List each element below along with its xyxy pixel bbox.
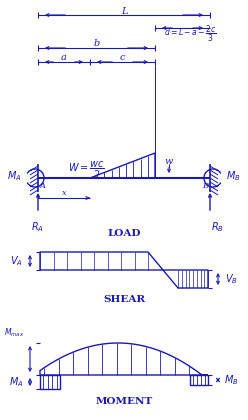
Text: $M_{max}$: $M_{max}$ — [4, 326, 24, 339]
Text: $M_A$: $M_A$ — [7, 169, 22, 183]
Text: $M_A$: $M_A$ — [9, 375, 24, 389]
Text: $R_B$: $R_B$ — [211, 220, 224, 234]
Text: SHEAR: SHEAR — [103, 296, 145, 304]
Text: $d = L - a - \dfrac{2c}{3}$: $d = L - a - \dfrac{2c}{3}$ — [164, 24, 217, 45]
Text: $M_B$: $M_B$ — [226, 169, 241, 183]
Text: c: c — [120, 53, 125, 63]
Text: MOMENT: MOMENT — [95, 396, 153, 405]
Text: w: w — [165, 157, 173, 165]
Text: L: L — [121, 8, 127, 16]
Text: $R_A$: $R_A$ — [31, 220, 43, 234]
Text: LOAD: LOAD — [107, 228, 141, 237]
Text: $V_B$: $V_B$ — [225, 272, 238, 286]
Text: $M_B$: $M_B$ — [224, 373, 239, 387]
Text: A: A — [40, 182, 46, 190]
Text: b: b — [93, 39, 100, 48]
Text: a: a — [61, 53, 67, 63]
Text: x: x — [62, 189, 66, 197]
Text: B: B — [202, 182, 208, 190]
Text: $W = \dfrac{wc}{2}$: $W = \dfrac{wc}{2}$ — [68, 160, 105, 181]
Text: $V_A$: $V_A$ — [10, 254, 23, 268]
